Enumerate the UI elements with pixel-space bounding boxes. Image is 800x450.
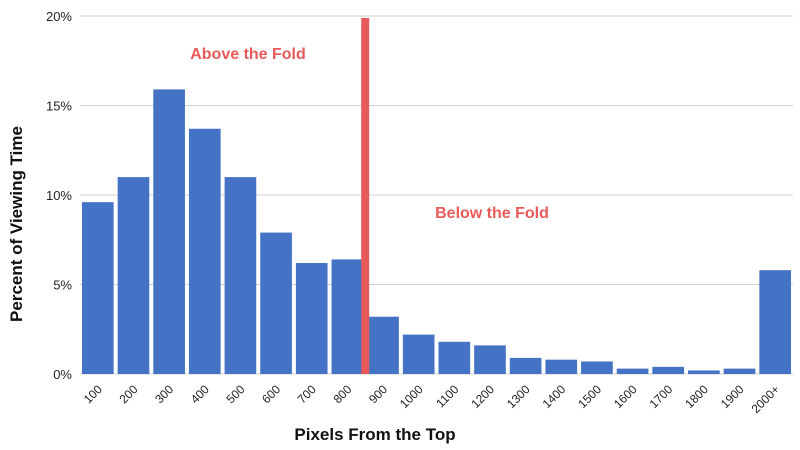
bar xyxy=(652,366,685,374)
bar xyxy=(260,232,292,374)
x-tick-label: 1000 xyxy=(397,382,426,411)
x-tick-label: 100 xyxy=(81,382,105,406)
bar xyxy=(367,316,399,374)
x-tick-label: 1300 xyxy=(504,382,533,411)
bar xyxy=(688,370,720,374)
x-tick-label: 300 xyxy=(152,382,176,406)
bar xyxy=(759,270,791,374)
y-axis-title: Percent of Viewing Time xyxy=(7,126,26,322)
x-tick-label: 800 xyxy=(330,382,354,406)
bars xyxy=(82,89,791,374)
x-axis-ticks: 100 200 300 400 500 600 700 800 900 1000 1100 1200 1… xyxy=(81,382,782,416)
bar xyxy=(545,359,578,374)
x-tick-label: 200 xyxy=(117,382,141,406)
bar xyxy=(117,177,150,374)
x-tick-label: 1400 xyxy=(540,382,569,411)
bar xyxy=(581,361,613,374)
bar xyxy=(224,177,257,374)
x-tick-label: 500 xyxy=(223,382,247,406)
x-tick-label: 1100 xyxy=(433,382,461,410)
x-tick-label: 1900 xyxy=(718,382,747,411)
y-tick-label: 20% xyxy=(46,9,72,24)
y-tick-label: 10% xyxy=(46,188,72,203)
x-tick-label: 2000+ xyxy=(749,382,783,416)
bar xyxy=(188,128,221,374)
y-tick-label: 15% xyxy=(46,99,72,114)
x-tick-label: 1700 xyxy=(647,382,676,411)
y-tick-label: 0% xyxy=(53,367,72,382)
bar xyxy=(723,368,756,374)
bar xyxy=(438,341,471,374)
y-tick-label: 5% xyxy=(53,278,72,293)
gridlines xyxy=(80,15,793,375)
bar xyxy=(474,345,506,374)
below-fold-label: Below the Fold xyxy=(435,205,549,222)
x-tick-label: 1600 xyxy=(611,382,640,411)
x-tick-label: 1800 xyxy=(682,382,711,411)
x-tick-label: 1500 xyxy=(575,382,604,411)
bar xyxy=(153,89,185,374)
x-tick-label: 600 xyxy=(259,382,283,406)
bar xyxy=(295,263,328,374)
bar xyxy=(402,334,435,374)
fold-line xyxy=(361,18,370,374)
x-tick-label: 900 xyxy=(366,382,390,406)
bar xyxy=(616,368,649,374)
y-axis-ticks: 0% 5% 10% 15% 20% xyxy=(46,9,72,382)
bar xyxy=(82,202,114,374)
above-fold-label: Above the Fold xyxy=(190,46,306,63)
x-tick-label: 700 xyxy=(295,382,319,406)
x-axis-title: Pixels From the Top xyxy=(294,425,455,444)
x-tick-label: 400 xyxy=(188,382,212,406)
bar xyxy=(509,357,542,374)
x-tick-label: 1200 xyxy=(468,382,497,411)
bar xyxy=(331,259,364,374)
